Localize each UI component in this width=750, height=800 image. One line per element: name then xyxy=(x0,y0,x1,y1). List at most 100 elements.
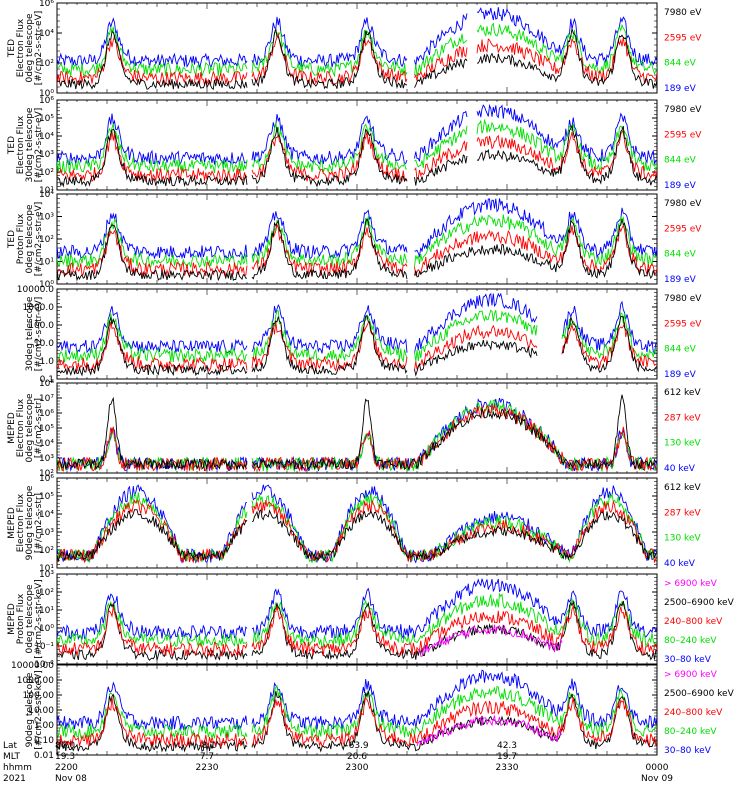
legend-entry: 189 eV xyxy=(664,181,697,191)
y-axis-label-line: [#/cm2-s-str-keV] xyxy=(34,670,44,749)
legend-entry: 2500–6900 keV xyxy=(664,689,735,699)
y-tick-label: 100.0 xyxy=(28,321,54,331)
x-tick-label: -63.9 xyxy=(345,741,369,751)
traces xyxy=(57,669,657,753)
y-tick-label: 10⁸ xyxy=(39,379,54,389)
legend-entry: 287 keV xyxy=(664,508,701,518)
y-tick-label: 10⁵ xyxy=(39,424,54,434)
y-tick-label: 10.00 xyxy=(28,706,54,716)
y-axis-label-line: Proton Flux xyxy=(16,213,26,264)
x-row-label: hhmm xyxy=(3,763,32,773)
y-tick-label: 10¹ xyxy=(39,186,54,196)
series-line xyxy=(57,7,657,70)
y-tick-label: 10¹ xyxy=(39,564,54,574)
series-line xyxy=(419,624,563,657)
legend-entry: 130 keV xyxy=(664,534,701,544)
y-axis-label-line: [#/cm2-s-str] xyxy=(34,493,44,553)
y-axis-label-line: Electron Flux xyxy=(16,115,26,174)
y-tick-label: 10¹ xyxy=(39,606,54,616)
y-tick-label: 10⁶ xyxy=(39,0,54,9)
series-line xyxy=(57,130,657,183)
traces xyxy=(57,7,657,91)
y-tick-label: 10² xyxy=(39,546,54,556)
legend-entry: > 6900 keV xyxy=(664,670,718,680)
x-tick-label: 2200 xyxy=(55,763,78,773)
legend-entry: 189 eV xyxy=(664,370,697,380)
y-tick-label: 0.10 xyxy=(34,736,54,746)
legend-entry: 612 keV xyxy=(664,388,701,398)
x-tick-label: 2330 xyxy=(496,763,519,773)
legend-entry: 844 eV xyxy=(664,250,697,260)
legend-entry: 7980 eV xyxy=(664,105,702,115)
y-tick-label: 10² xyxy=(39,235,54,245)
x-tick-label: 2300 xyxy=(346,763,369,773)
legend-entry: 2595 eV xyxy=(664,33,702,43)
y-tick-label: 10² xyxy=(39,168,54,178)
series-line xyxy=(57,685,657,740)
y-axis-label-line: 30deg telescope xyxy=(25,296,35,371)
y-axis-label-line: TED xyxy=(7,39,17,58)
legend-entry: 7980 eV xyxy=(664,199,702,209)
legend-entry: 40 keV xyxy=(664,464,696,474)
y-axis-label-line: Electron Flux xyxy=(16,493,26,552)
y-axis-label-line: 0deg telescope xyxy=(25,204,35,274)
y-tick-label: 100.00 xyxy=(23,691,55,701)
legend-entry: 612 keV xyxy=(664,483,701,493)
y-axis-label-line: Electron Flux xyxy=(16,18,26,77)
legend-entry: 240–800 keV xyxy=(664,617,723,627)
y-axis-label-line: [#/cm2-s-str-eV] xyxy=(34,202,44,277)
legend-entry: 130 keV xyxy=(664,439,701,449)
legend-entry: 30–80 keV xyxy=(664,746,712,756)
y-tick-label: 0.01 xyxy=(34,751,54,761)
y-tick-label: 10⁻¹ xyxy=(34,642,54,652)
y-axis-label-line: [#/cm2-s-str-keV] xyxy=(34,579,44,658)
y-tick-label: 1.00 xyxy=(34,721,54,731)
series-line xyxy=(57,28,657,91)
series-line xyxy=(57,22,657,78)
y-axis-label-line: 90deg telescope xyxy=(25,485,35,560)
series-line xyxy=(57,218,657,282)
y-tick-label: 10³ xyxy=(39,150,54,160)
legend-entry: 189 eV xyxy=(664,275,697,285)
series-line xyxy=(57,124,657,188)
y-axis-label-line: Proton Flux xyxy=(16,593,26,644)
series-line xyxy=(57,669,657,731)
x-tick-label: 20.6 xyxy=(347,752,367,762)
y-tick-label: 10³ xyxy=(39,213,54,223)
y-tick-label: 10.0 xyxy=(34,339,54,349)
y-axis-label-line: 30deg telescope xyxy=(25,107,35,182)
series-line xyxy=(57,118,657,174)
y-tick-label: 10⁵ xyxy=(39,492,54,502)
series-line xyxy=(57,292,657,355)
panel-2: 10¹ 10² 10³ 10⁴ 10⁵ 10⁶ TED Electron Flux 30deg … xyxy=(7,96,702,196)
y-axis-label-line: [#/cm2-s-str-eV] xyxy=(34,11,44,86)
series-line xyxy=(57,32,657,86)
series-line xyxy=(57,599,657,662)
panel-8: 0.01 0.10 1.00 10.00 100.00 1000.00 10000.0090… xyxy=(11,661,735,761)
y-axis-label-line: 0deg telescope xyxy=(25,13,35,83)
legend-entry: 2595 eV xyxy=(664,319,702,329)
legend-entry: 7980 eV xyxy=(664,8,702,18)
traces xyxy=(57,484,657,564)
y-tick-label: 10² xyxy=(39,59,54,69)
panel-6: 10¹ 10² 10³ 10⁴ 10⁵ 10⁶ MEPED Electron Flux 90de… xyxy=(7,474,701,574)
y-tick-label: 10⁷ xyxy=(39,394,54,404)
x-tick-label: 7.7 xyxy=(200,752,214,762)
y-axis-label-line: 0deg telescope xyxy=(25,393,35,463)
series-line xyxy=(57,309,657,364)
legend-entry: 189 eV xyxy=(664,84,697,94)
series-line xyxy=(57,578,657,641)
y-tick-label: 10⁶ xyxy=(39,96,54,106)
y-axis-label-line: Electron Flux xyxy=(16,398,26,457)
legend-entry: 80–240 keV xyxy=(664,727,717,737)
traces xyxy=(57,394,657,473)
y-tick-label: 10⁴ xyxy=(39,510,54,520)
legend-entry: 240–800 keV xyxy=(664,708,723,718)
x-tick-label: -8.1 xyxy=(198,741,216,751)
legend-entry: 80–240 keV xyxy=(664,636,717,646)
series-line xyxy=(57,315,657,377)
x-tick-label: 80.0 xyxy=(55,741,75,751)
